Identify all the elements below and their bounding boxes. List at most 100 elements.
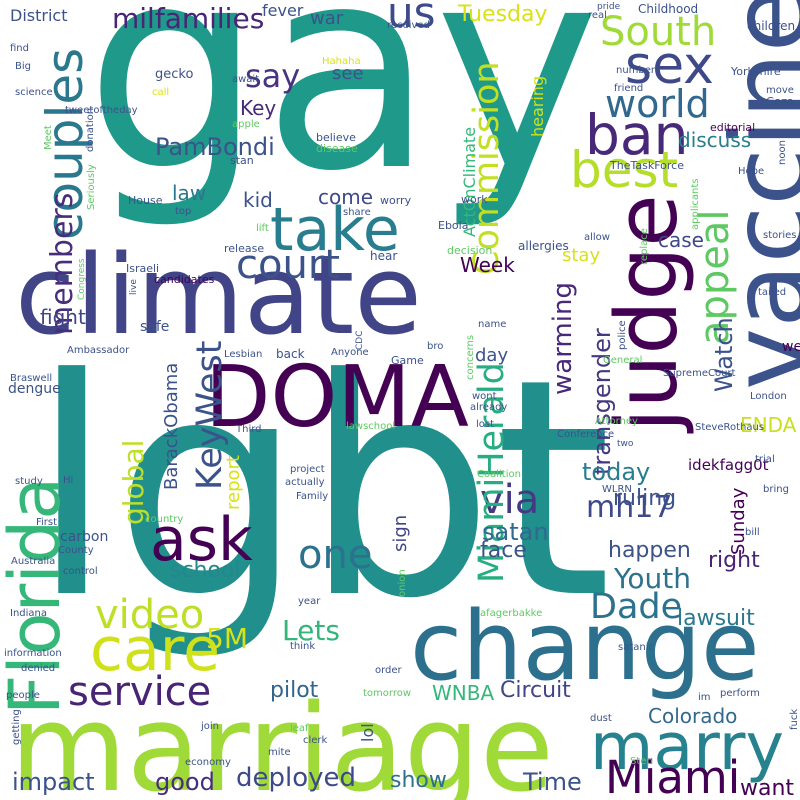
word: court (236, 242, 340, 288)
word: applicants (690, 178, 701, 230)
word: back (276, 347, 305, 361)
word: war (310, 8, 344, 29)
word: face (480, 538, 527, 563)
word: leaf (290, 723, 309, 734)
word: im (698, 692, 711, 703)
word: live (129, 279, 139, 295)
word: SupremeCourt (663, 368, 736, 379)
word: bill (745, 527, 760, 538)
word: Circuit (500, 678, 571, 703)
word: PamBondi (155, 133, 275, 161)
word: lawschool (346, 421, 396, 432)
word: lost (476, 419, 495, 430)
word: want (740, 776, 795, 800)
word: TheTaskForce (610, 159, 684, 172)
word: hearing (528, 75, 547, 137)
word: mite (268, 747, 291, 758)
word: House (128, 194, 163, 207)
word: wed (782, 339, 800, 355)
word: marriage (10, 680, 554, 800)
word: Dade (590, 587, 683, 627)
word: apple (232, 119, 260, 130)
word: disease (316, 142, 358, 155)
word: 5M (206, 622, 248, 655)
word: fight (40, 305, 86, 329)
word: impact (12, 768, 95, 796)
word: onion (397, 569, 408, 597)
word: global (117, 439, 150, 525)
word: today (582, 458, 651, 486)
word: noon (777, 140, 788, 165)
word: say (245, 57, 301, 95)
word: clerk (303, 735, 328, 746)
word: editorial (710, 121, 756, 134)
word: Indiana (10, 608, 48, 619)
word: right (708, 548, 760, 573)
word: Ebola (438, 219, 469, 232)
word: Miami (605, 751, 741, 800)
word: BarackObama (161, 362, 182, 490)
word: warming (548, 282, 578, 395)
word: best (570, 141, 679, 199)
word: candidates (154, 273, 215, 286)
word: getting (11, 709, 22, 745)
word: top (175, 206, 192, 217)
word: Seriously (86, 164, 97, 210)
word: find (10, 43, 29, 54)
word: move (766, 85, 794, 96)
word: number (616, 65, 656, 76)
word: children (747, 19, 796, 33)
word: Australia (11, 556, 56, 567)
word: allergies (518, 239, 569, 253)
word: London (750, 391, 787, 402)
word: tweetoftheday (65, 105, 138, 116)
word: case (658, 228, 704, 252)
word: Conference (557, 429, 615, 440)
word: lgbt (30, 315, 612, 664)
word: show (390, 768, 447, 793)
word: kid (243, 188, 273, 212)
word: think (290, 641, 316, 652)
word: us (387, 0, 436, 37)
word: transgender (588, 328, 616, 475)
word: one (298, 532, 373, 578)
word: hear (370, 249, 398, 263)
word: WNBA (432, 681, 495, 705)
word: friend (614, 83, 644, 94)
word: world (605, 82, 710, 126)
word: First (36, 517, 58, 528)
word: concerns (465, 334, 476, 380)
word: share (343, 207, 371, 218)
word: Lesbian (224, 349, 263, 360)
word: service (68, 669, 212, 715)
word: Israeli (126, 262, 160, 275)
word: take (270, 195, 400, 265)
word: Third (236, 424, 262, 435)
word: County (58, 545, 94, 556)
word: Hope (738, 166, 765, 177)
word: allow (584, 232, 610, 243)
word: lift (256, 223, 269, 234)
word: Youth (614, 562, 691, 595)
word: Attorney (595, 416, 638, 427)
word: happen (608, 538, 691, 563)
word: Gaza (766, 95, 794, 108)
word: video (95, 592, 205, 638)
word: received (387, 20, 430, 31)
word: dengue (8, 381, 61, 397)
word: fuck (789, 708, 800, 730)
word: trial (755, 454, 775, 465)
word: Lets (282, 614, 340, 647)
word: law (172, 181, 207, 205)
word: sign (390, 514, 411, 552)
word: Congress (77, 258, 87, 300)
word: bro (427, 341, 444, 352)
word: project (290, 464, 325, 475)
word: pilot (270, 678, 319, 703)
word: mh17 (586, 490, 673, 525)
word: believe (316, 131, 356, 144)
word: two (617, 439, 634, 449)
word: tailed (758, 287, 787, 298)
word: lawsuit (677, 606, 755, 631)
word: Braswell (10, 373, 53, 384)
